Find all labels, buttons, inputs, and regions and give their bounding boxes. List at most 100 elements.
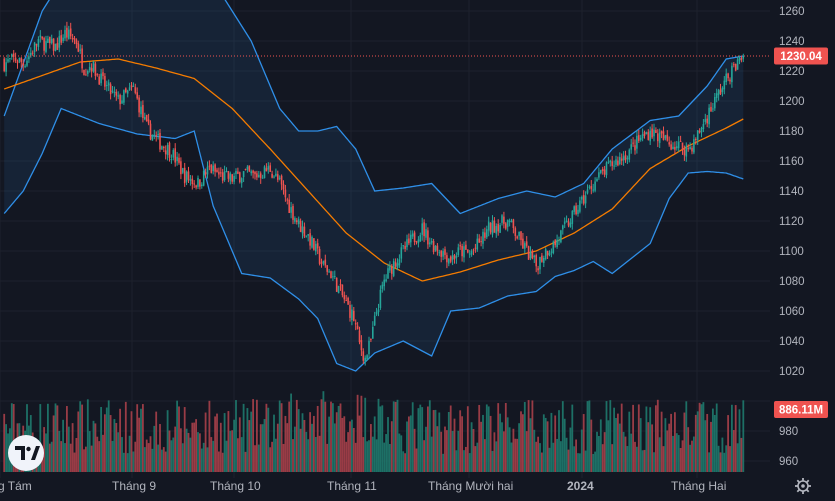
volume-bar xyxy=(257,444,260,472)
volume-bar xyxy=(140,408,142,472)
candle-body xyxy=(510,220,513,223)
volume-bar xyxy=(292,439,294,472)
volume-bar xyxy=(349,421,351,472)
candle-body xyxy=(187,171,190,180)
volume-bar xyxy=(252,399,254,472)
candle-body xyxy=(738,58,741,61)
candle-body xyxy=(472,249,475,251)
candle-body xyxy=(212,165,214,172)
candle-body xyxy=(16,61,19,64)
candle-body xyxy=(434,245,437,251)
candle-body xyxy=(33,42,36,53)
candle-body xyxy=(106,85,108,87)
volume-bar xyxy=(618,423,621,472)
volume-bar xyxy=(60,441,63,472)
volume-bar xyxy=(413,428,416,472)
volume-bar xyxy=(305,431,308,472)
volume-bar xyxy=(554,415,557,472)
volume-bar xyxy=(335,412,338,472)
candle-body xyxy=(461,245,463,257)
candle-body xyxy=(546,250,549,256)
volume-bar xyxy=(522,414,524,472)
candle-body xyxy=(358,330,361,343)
volume-bar xyxy=(303,419,306,472)
settings-gear-icon[interactable] xyxy=(795,478,811,494)
volume-bar xyxy=(48,443,51,472)
candle-body xyxy=(123,90,125,103)
volume-bar xyxy=(672,435,674,472)
candle-body xyxy=(484,232,486,238)
candle-body xyxy=(516,236,518,239)
candle-body xyxy=(115,91,118,96)
candle-body xyxy=(622,156,625,161)
candle-body xyxy=(567,221,570,226)
candle-body xyxy=(413,232,416,243)
volume-bar xyxy=(214,416,216,472)
volume-bar xyxy=(113,419,116,472)
volume-bar xyxy=(396,399,399,472)
volume-bar xyxy=(438,412,441,472)
volume-bar xyxy=(459,410,462,472)
volume-bar xyxy=(242,403,245,472)
candle-body xyxy=(176,156,178,162)
candle-body xyxy=(499,225,501,233)
volume-bar xyxy=(330,401,332,472)
candle-body xyxy=(677,141,680,149)
candle-body xyxy=(588,186,591,188)
volume-bar xyxy=(352,427,355,472)
candle-body xyxy=(537,268,539,271)
candle-body xyxy=(191,178,194,184)
volume-bar xyxy=(605,401,608,472)
volume-bar xyxy=(617,413,619,472)
candle-body xyxy=(62,37,64,41)
candle-body xyxy=(704,119,707,122)
volume-bar xyxy=(299,428,302,472)
volume-bar xyxy=(364,397,367,472)
volume-bar xyxy=(124,401,127,472)
volume-bar xyxy=(501,422,503,472)
volume-bar xyxy=(149,436,152,472)
volume-bar xyxy=(354,442,357,472)
candle-body xyxy=(353,310,355,321)
candle-body xyxy=(318,249,321,264)
volume-bar xyxy=(584,450,587,472)
volume-bar xyxy=(696,411,699,472)
volume-bar xyxy=(615,417,617,472)
volume-bar xyxy=(421,407,424,472)
candle-body xyxy=(638,135,640,141)
volume-bar xyxy=(430,436,433,472)
candle-body xyxy=(138,97,140,113)
candle-body xyxy=(544,249,547,260)
candle-body xyxy=(235,171,237,174)
candles xyxy=(3,21,745,366)
candle-body xyxy=(50,38,53,43)
volume-bar xyxy=(561,401,564,472)
candle-body xyxy=(18,57,21,62)
candle-body xyxy=(679,140,682,142)
candle-body xyxy=(446,255,448,263)
volume-bar xyxy=(273,414,275,472)
candle-body xyxy=(328,271,330,273)
volume-bar xyxy=(288,401,291,472)
candle-body xyxy=(476,238,479,250)
candle-body xyxy=(197,177,199,187)
candle-body xyxy=(486,229,488,238)
volume-bar xyxy=(385,434,387,472)
volume-bar xyxy=(639,418,642,472)
candle-body xyxy=(263,166,266,179)
candle-body xyxy=(417,239,420,244)
volume-bar xyxy=(544,417,547,472)
candle-body xyxy=(242,171,245,178)
candle-body xyxy=(153,134,156,136)
volume-bar xyxy=(73,452,76,472)
volume-bar xyxy=(651,424,653,472)
volume-bar xyxy=(577,453,579,472)
candle-body xyxy=(307,234,309,236)
tradingview-logo-icon[interactable] xyxy=(8,435,44,471)
volume-bar xyxy=(449,405,452,472)
candle-body xyxy=(49,36,51,44)
candle-body xyxy=(392,261,395,276)
volume-bar xyxy=(187,432,190,472)
volume-bar xyxy=(250,411,253,472)
